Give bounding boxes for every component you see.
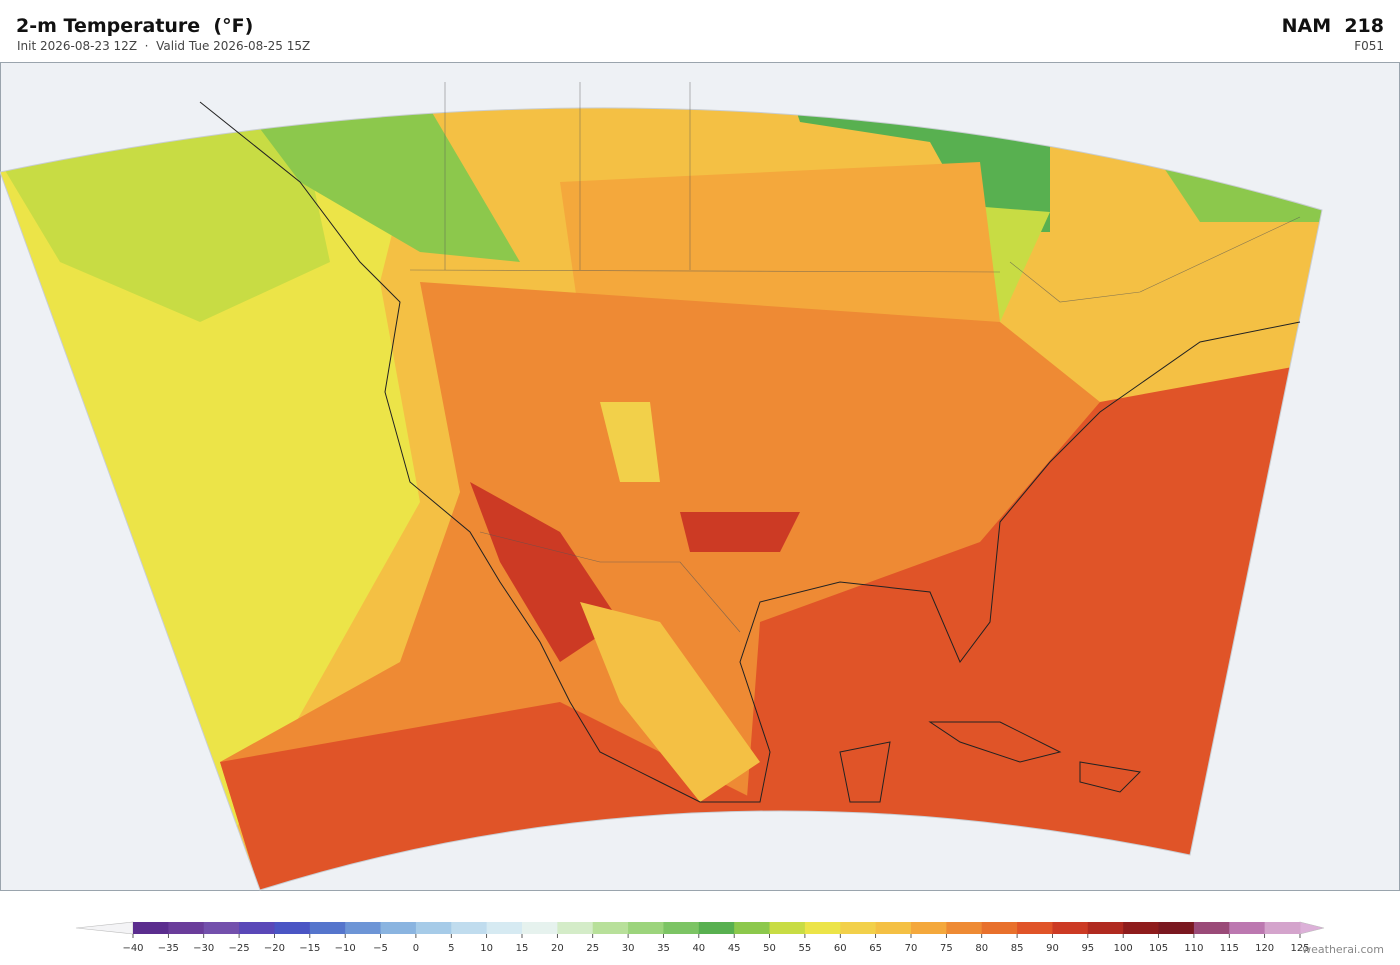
colorbar-segment xyxy=(1123,922,1160,934)
colorbar-tick-label: 115 xyxy=(1220,943,1239,954)
colorbar-segment xyxy=(1229,922,1266,934)
colorbar-segment xyxy=(133,922,169,934)
colorbar-segment xyxy=(592,922,629,934)
colorbar-tick-label: 105 xyxy=(1149,943,1168,954)
colorbar-segment xyxy=(804,922,841,934)
colorbar-segment xyxy=(415,922,452,934)
colorbar-tick-label: −30 xyxy=(193,943,214,954)
colorbar-tick-label: 90 xyxy=(1046,943,1059,954)
colorbar-segment xyxy=(451,922,488,934)
colorbar-tick-label: −40 xyxy=(122,943,143,954)
colorbar-segment xyxy=(1158,922,1195,934)
colorbar-tick-label: 15 xyxy=(516,943,529,954)
temperature-field xyxy=(0,107,1322,890)
colorbar-segment xyxy=(1052,922,1089,934)
colorbar-segment xyxy=(380,922,417,934)
colorbar-tick-label: 50 xyxy=(763,943,776,954)
colorbar-tick-label: 10 xyxy=(480,943,493,954)
colorbar-segment xyxy=(875,922,912,934)
colorbar-segment xyxy=(203,922,240,934)
colorbar-segment xyxy=(309,922,346,934)
colorbar-tick-label: 35 xyxy=(657,943,670,954)
colorbar-segment xyxy=(911,922,947,934)
colorbar-segment xyxy=(734,922,771,934)
colorbar-segment xyxy=(1193,922,1230,934)
colorbar-tick-label: −15 xyxy=(299,943,320,954)
colorbar-segment xyxy=(557,922,594,934)
colorbar-segment xyxy=(1264,922,1301,934)
forecast-hour: F051 xyxy=(1354,39,1384,53)
colorbar-tick-label: −35 xyxy=(158,943,179,954)
colorbar-tick-label: 75 xyxy=(940,943,953,954)
colorbar-tick-label: 30 xyxy=(622,943,635,954)
colorbar-tick-label: −25 xyxy=(229,943,250,954)
colorbar-segment xyxy=(946,922,983,934)
colorbar-tick-label: 25 xyxy=(586,943,599,954)
colorbar: −40 −35 −30 −25 −20 −15 −10 −5 0 5 10 15 20 25 30 35 40 4… xyxy=(75,921,1325,954)
colorbar-segment xyxy=(769,922,806,934)
colorbar-tick-label: 0 xyxy=(413,943,419,954)
colorbar-tick-label: 60 xyxy=(834,943,847,954)
colorbar-segment xyxy=(239,922,275,934)
colorbar-tick-label: 85 xyxy=(1011,943,1024,954)
colorbar-tick-label: −20 xyxy=(264,943,285,954)
colorbar-tick-label: 125 xyxy=(1290,943,1309,954)
colorbar-tick-label: 40 xyxy=(692,943,705,954)
colorbar-segment xyxy=(981,922,1018,934)
colorbar-extension-high xyxy=(1299,921,1325,935)
colorbar-tick-label: 120 xyxy=(1255,943,1274,954)
colorbar-segment xyxy=(168,922,205,934)
colorbar-segment xyxy=(522,922,558,934)
colorbar-segment xyxy=(486,922,523,934)
colorbar-tick-label: −10 xyxy=(335,943,356,954)
colorbar-extension-low xyxy=(75,921,134,935)
colorbar-tick-label: 65 xyxy=(869,943,882,954)
colorbar-segment xyxy=(274,922,311,934)
colorbar-tick-label: 110 xyxy=(1184,943,1203,954)
colorbar-tick-label: 95 xyxy=(1081,943,1094,954)
colorbar-segment xyxy=(663,922,700,934)
map xyxy=(0,62,1400,891)
watermark: weatherai.com xyxy=(1302,943,1384,956)
colorbar-tick-label: 20 xyxy=(551,943,564,954)
colorbar-tick-label: 5 xyxy=(448,943,454,954)
colorbar-segment xyxy=(628,922,664,934)
colorbar-segment xyxy=(698,922,735,934)
title: 2-m Temperature (°F) xyxy=(16,15,254,37)
subtitle: Init 2026-08-23 12Z · Valid Tue 2026-08-… xyxy=(17,39,311,53)
colorbar-tick-label: 100 xyxy=(1114,943,1133,954)
colorbar-tick-label: 80 xyxy=(975,943,988,954)
borders xyxy=(409,82,1301,633)
coastlines xyxy=(199,101,1301,803)
colorbar-segment xyxy=(345,922,382,934)
colorbar-tick-label: 55 xyxy=(799,943,812,954)
model-name: NAM 218 xyxy=(1281,15,1384,37)
colorbar-tick-label: 70 xyxy=(905,943,918,954)
colorbar-tick-label: 45 xyxy=(728,943,741,954)
colorbar-tick-label: −5 xyxy=(373,943,388,954)
colorbar-segment xyxy=(1017,922,1053,934)
colorbar-segment xyxy=(840,922,877,934)
colorbar-segment xyxy=(1087,922,1124,934)
